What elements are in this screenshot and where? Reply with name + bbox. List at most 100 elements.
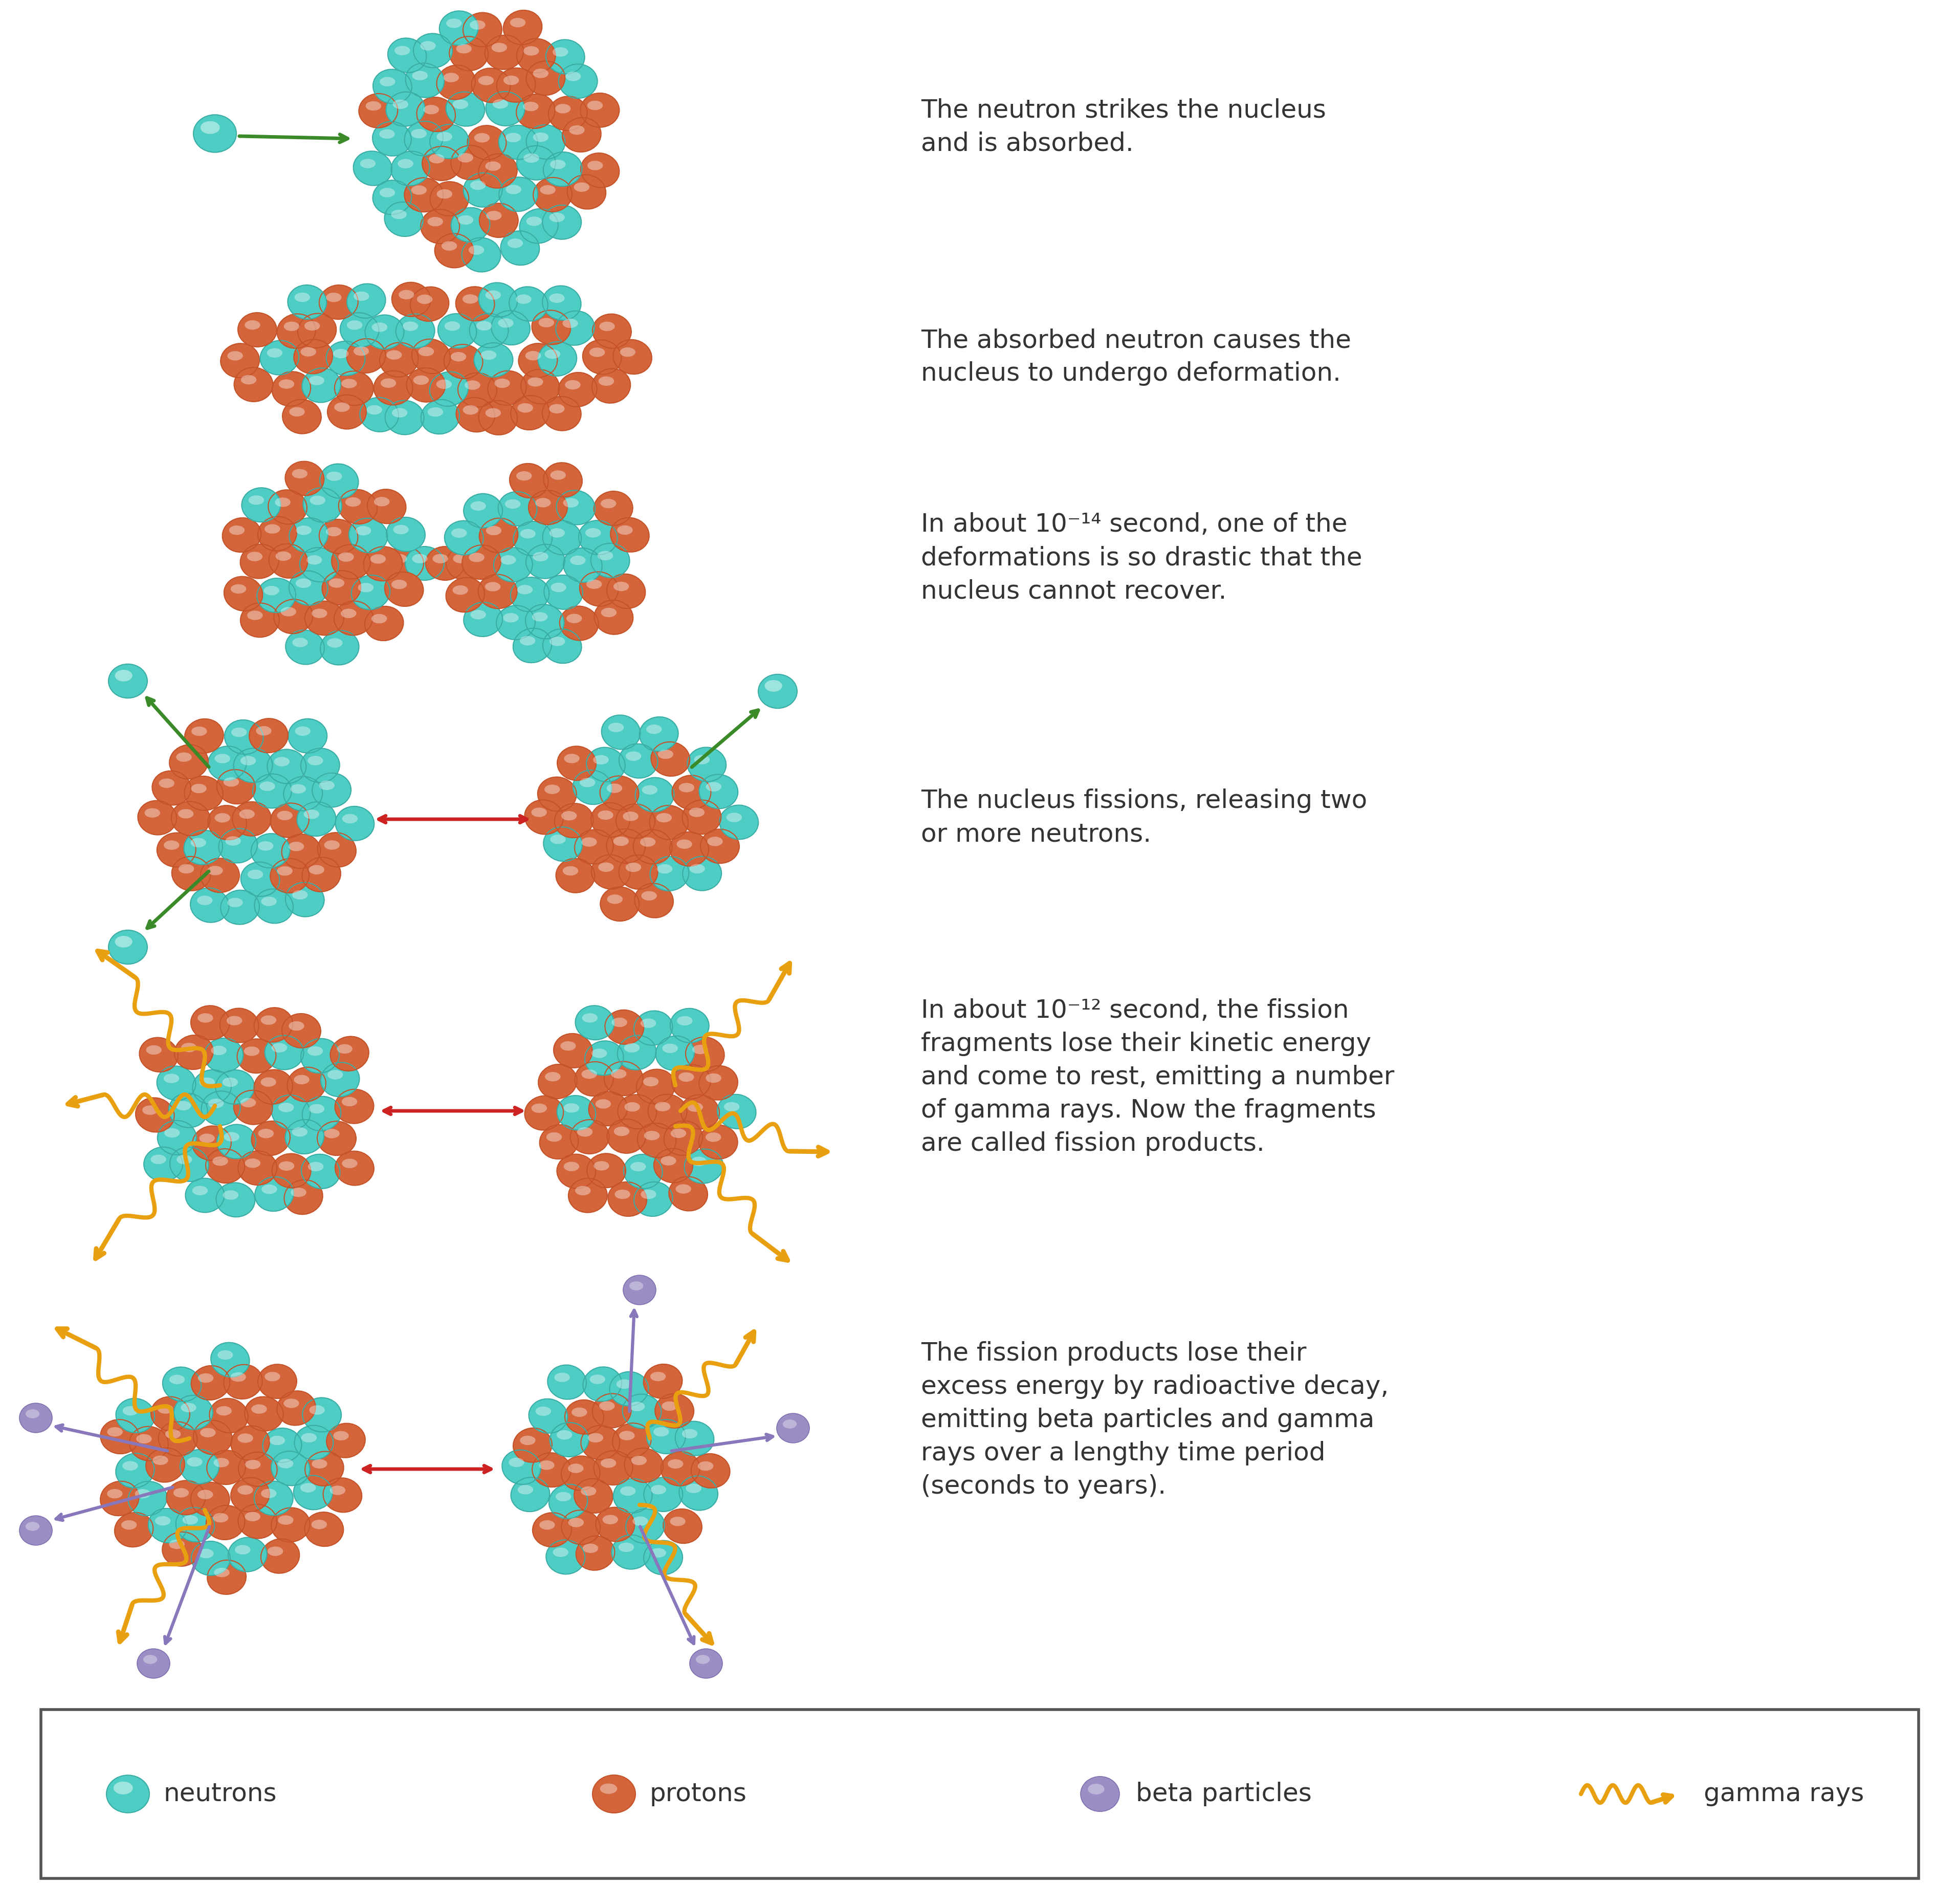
Ellipse shape	[507, 238, 523, 248]
Ellipse shape	[282, 400, 321, 434]
Ellipse shape	[646, 725, 661, 733]
Ellipse shape	[517, 404, 532, 413]
Ellipse shape	[25, 1521, 39, 1531]
Ellipse shape	[249, 870, 262, 880]
Text: In about 10⁻¹⁴ second, one of the
deformations is so drastic that the
nucleus ca: In about 10⁻¹⁴ second, one of the deform…	[922, 512, 1362, 604]
Ellipse shape	[616, 803, 656, 838]
Ellipse shape	[286, 461, 325, 495]
Ellipse shape	[644, 1478, 683, 1512]
Ellipse shape	[593, 756, 609, 765]
Ellipse shape	[634, 1182, 673, 1217]
Ellipse shape	[274, 758, 290, 765]
Ellipse shape	[157, 1121, 196, 1154]
Ellipse shape	[288, 1066, 327, 1102]
Ellipse shape	[595, 600, 632, 634]
Ellipse shape	[217, 769, 256, 803]
Ellipse shape	[235, 367, 272, 402]
Ellipse shape	[341, 609, 356, 619]
Ellipse shape	[366, 101, 382, 110]
Ellipse shape	[501, 230, 540, 265]
Ellipse shape	[650, 805, 689, 840]
Ellipse shape	[305, 1512, 344, 1546]
Ellipse shape	[272, 371, 311, 406]
Ellipse shape	[411, 288, 448, 322]
Ellipse shape	[616, 1378, 632, 1388]
Ellipse shape	[532, 1104, 546, 1114]
Ellipse shape	[479, 282, 517, 318]
Ellipse shape	[613, 1479, 652, 1514]
Ellipse shape	[223, 1133, 239, 1142]
Ellipse shape	[100, 1420, 139, 1455]
Ellipse shape	[115, 1398, 155, 1432]
Ellipse shape	[634, 1011, 673, 1045]
Ellipse shape	[634, 830, 671, 864]
Ellipse shape	[341, 312, 380, 347]
Ellipse shape	[309, 1104, 325, 1114]
Ellipse shape	[413, 70, 429, 80]
Ellipse shape	[554, 1373, 569, 1382]
Ellipse shape	[609, 1371, 648, 1405]
Ellipse shape	[301, 748, 341, 783]
Ellipse shape	[301, 1038, 339, 1074]
Ellipse shape	[370, 554, 386, 564]
Ellipse shape	[532, 1512, 571, 1546]
Ellipse shape	[450, 208, 489, 242]
Ellipse shape	[679, 1476, 718, 1510]
Ellipse shape	[147, 1045, 162, 1055]
Ellipse shape	[114, 1782, 133, 1794]
Ellipse shape	[184, 720, 223, 754]
Ellipse shape	[524, 350, 540, 360]
Ellipse shape	[241, 756, 256, 765]
Ellipse shape	[613, 836, 628, 845]
Ellipse shape	[278, 1458, 294, 1468]
Ellipse shape	[270, 859, 309, 893]
Ellipse shape	[485, 526, 501, 535]
Ellipse shape	[200, 122, 219, 133]
Ellipse shape	[526, 61, 566, 95]
Ellipse shape	[550, 636, 566, 645]
Ellipse shape	[153, 771, 192, 805]
Ellipse shape	[689, 1649, 722, 1677]
Ellipse shape	[532, 133, 548, 143]
Ellipse shape	[231, 1478, 270, 1512]
Ellipse shape	[250, 834, 290, 868]
Ellipse shape	[613, 1422, 652, 1458]
Ellipse shape	[239, 1504, 276, 1538]
Ellipse shape	[260, 897, 276, 906]
Ellipse shape	[207, 746, 247, 781]
Ellipse shape	[538, 318, 554, 327]
Ellipse shape	[630, 1281, 644, 1291]
Ellipse shape	[170, 744, 207, 779]
Ellipse shape	[198, 1373, 213, 1382]
Ellipse shape	[168, 1375, 184, 1384]
Ellipse shape	[395, 46, 411, 55]
Ellipse shape	[478, 76, 493, 86]
Ellipse shape	[327, 293, 342, 303]
Ellipse shape	[198, 1548, 213, 1557]
Ellipse shape	[358, 583, 374, 592]
Ellipse shape	[583, 1367, 622, 1401]
Ellipse shape	[720, 805, 759, 840]
Ellipse shape	[552, 1548, 568, 1557]
Ellipse shape	[307, 1161, 323, 1171]
Ellipse shape	[464, 493, 503, 527]
Ellipse shape	[587, 748, 624, 783]
Ellipse shape	[282, 834, 321, 868]
Ellipse shape	[458, 373, 497, 407]
Ellipse shape	[294, 1476, 333, 1510]
Ellipse shape	[616, 1036, 656, 1070]
Ellipse shape	[411, 339, 450, 373]
Ellipse shape	[532, 552, 548, 562]
Ellipse shape	[568, 1179, 607, 1213]
Ellipse shape	[517, 470, 532, 480]
Ellipse shape	[337, 1043, 352, 1053]
Ellipse shape	[503, 1451, 540, 1485]
Ellipse shape	[213, 1514, 229, 1523]
Ellipse shape	[585, 527, 601, 537]
Ellipse shape	[642, 784, 658, 794]
Ellipse shape	[151, 1154, 166, 1163]
Ellipse shape	[413, 375, 429, 385]
Ellipse shape	[470, 314, 509, 348]
Ellipse shape	[159, 1422, 198, 1457]
Ellipse shape	[626, 863, 642, 872]
